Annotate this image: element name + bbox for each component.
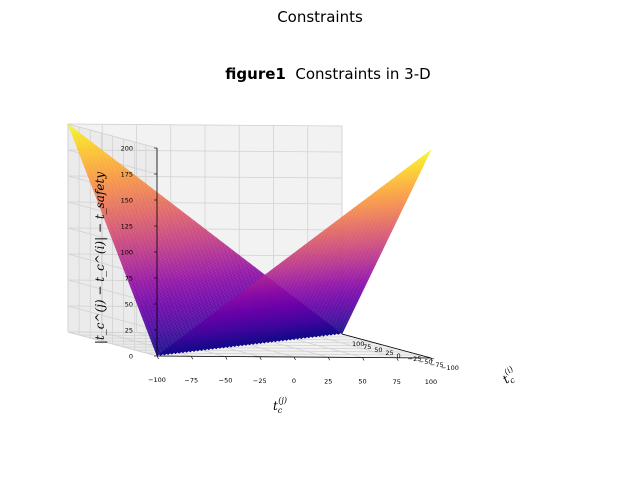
x-tick-label: 25	[324, 377, 332, 385]
x-tick-mark	[293, 356, 296, 361]
y-tick-mark	[386, 345, 390, 348]
chart-title-bold: figure1	[225, 65, 286, 83]
z-axis-label: |t_c^(j) − t_c^(i)| − t_safety	[93, 172, 107, 344]
surface-plot	[67, 123, 432, 357]
x-tick-label: −75	[184, 376, 198, 384]
x-tick-mark	[225, 356, 228, 360]
x-tick-mark	[430, 357, 433, 362]
y-tick-mark	[364, 339, 368, 342]
z-tick-label: 50	[125, 301, 133, 309]
z-tick-label: 175	[121, 171, 133, 179]
x-tick-label: 75	[393, 378, 401, 386]
gridline-z-side	[67, 305, 158, 331]
y-tick-label: 100	[352, 340, 364, 348]
axis-labels: tc(j) tc(i) |t_c^(j) − t_c^(i)| − t_safety	[93, 172, 520, 415]
gridline-z-side	[67, 331, 158, 357]
y-tick-label: −50	[419, 358, 433, 366]
y-tick-mark	[341, 333, 346, 336]
x-tick-mark	[190, 356, 194, 360]
y-tick-label: 0	[397, 352, 401, 360]
x-tick-mark	[396, 357, 399, 361]
y-tick-mark	[408, 351, 412, 354]
gridline-z-back	[67, 123, 343, 127]
z-tick-label: 100	[121, 249, 133, 257]
y-tick-mark	[419, 354, 423, 357]
x-tick-label: −100	[148, 376, 166, 384]
y-tick-mark	[397, 348, 401, 351]
y-tick-mark	[375, 342, 379, 345]
surface-patch	[423, 149, 432, 158]
x-tick-label: −25	[253, 377, 267, 385]
z-tick-label: 125	[121, 223, 133, 231]
x-tick-mark	[362, 357, 365, 361]
figure-suptitle: Constraints	[277, 8, 363, 26]
chart-title: figure1 Constraints in 3-D	[225, 65, 430, 83]
y-tick-label: −75	[430, 361, 444, 369]
y-tick-mark	[430, 357, 435, 360]
x-axis-label: tc(j)	[273, 396, 287, 415]
y-tick-label: −100	[441, 364, 459, 372]
x-tick-label: 50	[358, 378, 366, 386]
y-tick-label: 25	[385, 349, 393, 357]
x-tick-label: 0	[292, 377, 296, 385]
y-tick-mark	[353, 336, 357, 339]
gridline-z-side	[67, 123, 158, 149]
z-tick-label: 0	[129, 353, 133, 361]
y-tick-label: 50	[374, 346, 382, 354]
y-axis-label: tc(i)	[498, 364, 520, 388]
tick-labels: −100 −75 −50 −25 0 25 50 75 100−100−75−50−250255…	[121, 145, 459, 387]
z-tick-label: 75	[125, 275, 133, 283]
y-tick-label: 75	[363, 343, 371, 351]
y-tick-label: −25	[408, 355, 422, 363]
x-tick-label: 100	[425, 378, 437, 386]
x-tick-mark	[327, 357, 331, 361]
z-tick-label: 200	[121, 145, 133, 153]
z-tick-label: 150	[121, 197, 133, 205]
gridline-z-back	[67, 149, 343, 153]
x-tick-label: −50	[219, 377, 233, 385]
chart-title-rest: Constraints in 3-D	[286, 65, 431, 83]
z-tick-label: 25	[125, 327, 133, 335]
gridline-y-floor	[145, 352, 420, 356]
x-tick-mark	[259, 356, 262, 360]
x-tick-mark	[156, 355, 159, 360]
